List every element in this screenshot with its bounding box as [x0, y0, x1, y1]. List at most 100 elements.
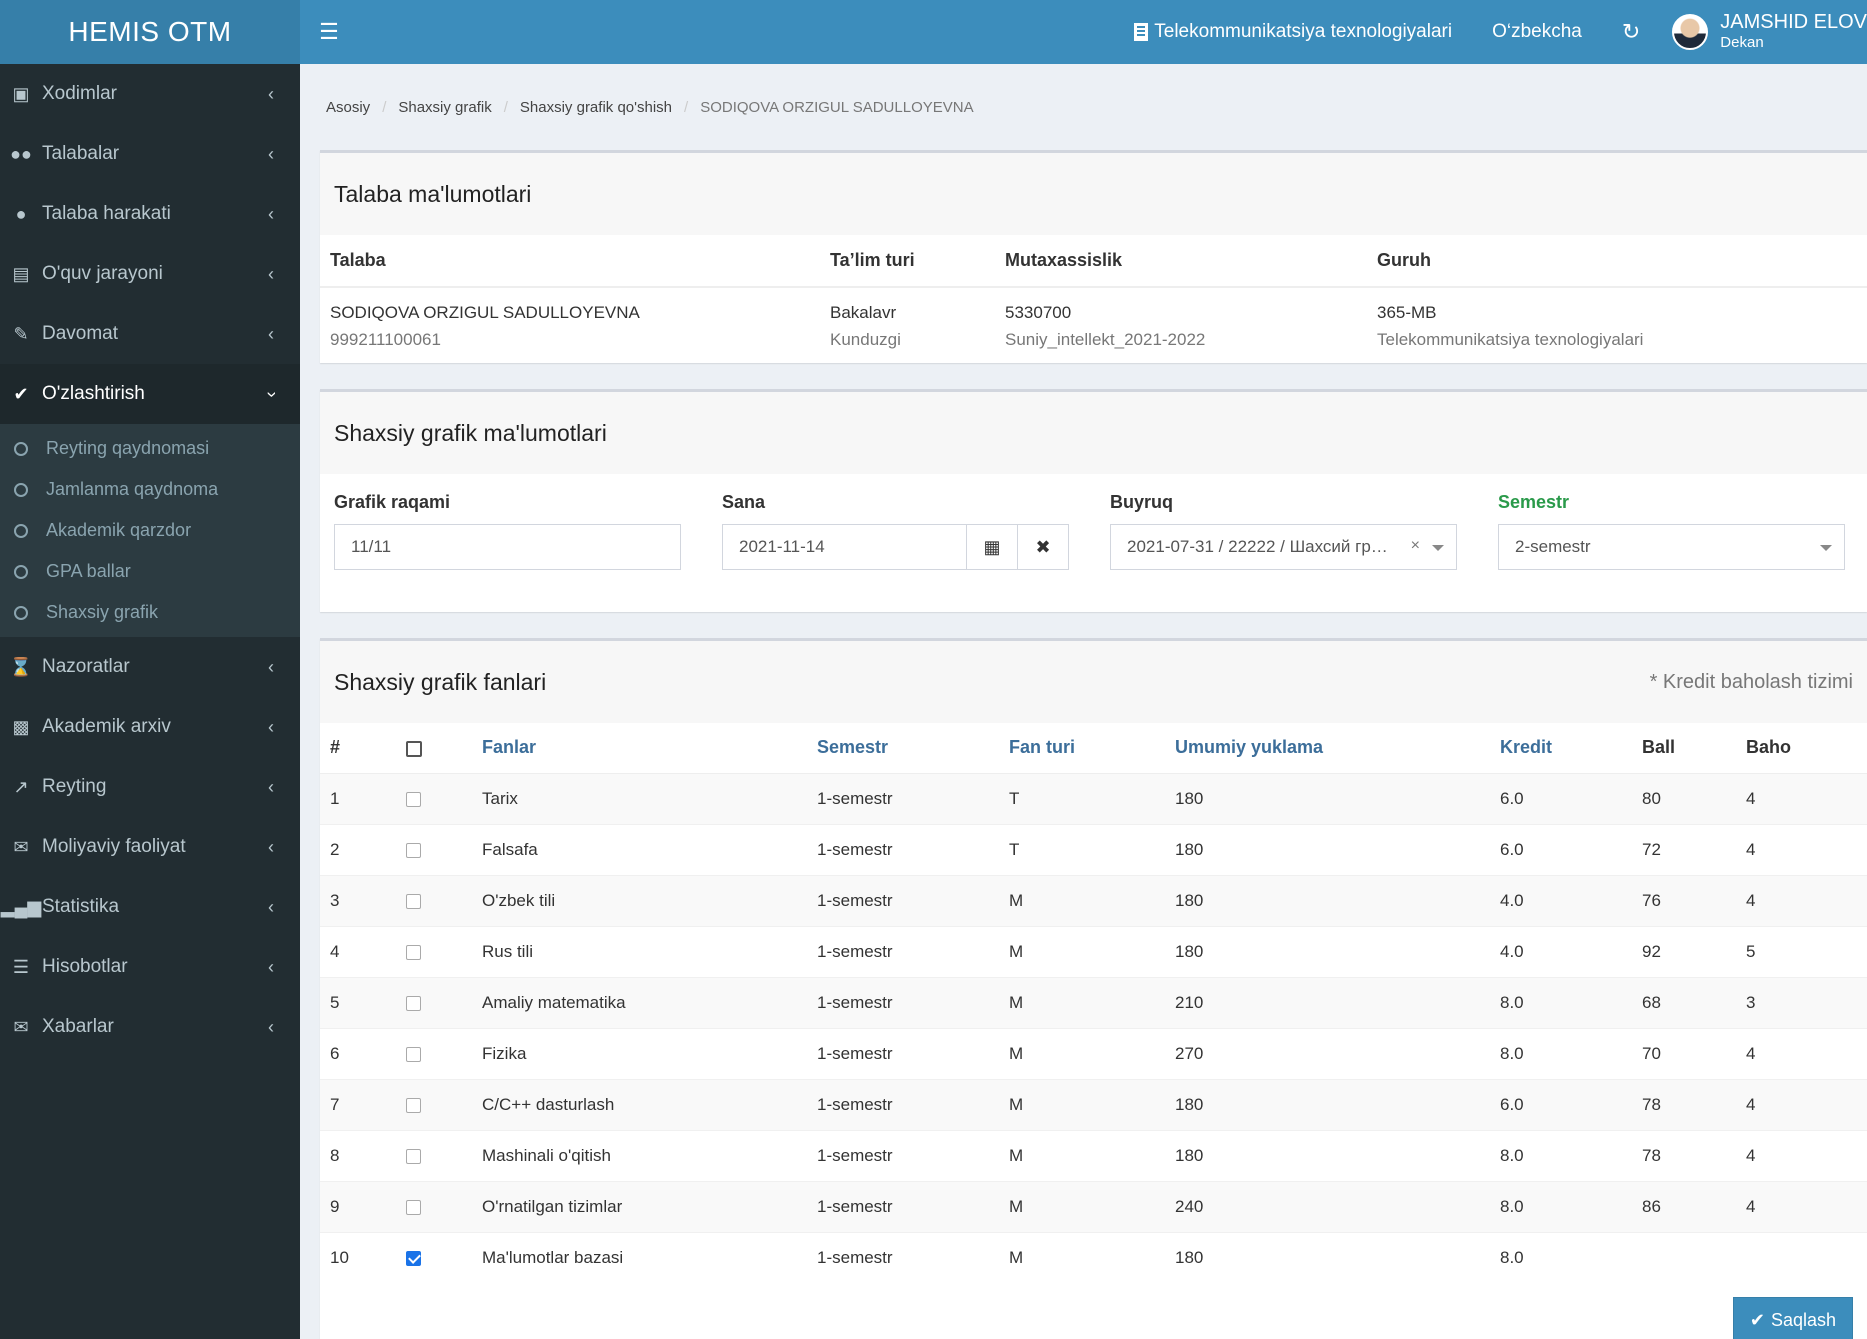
sidebar-item-talaba-harakati[interactable]: ● Talaba harakati ‹	[0, 184, 300, 244]
col-semestr[interactable]: Semestr	[807, 723, 999, 774]
row-checkbox[interactable]	[406, 1148, 421, 1164]
student-info-title: Talaba ma'lumotlari	[320, 153, 1867, 235]
row-checkbox[interactable]	[406, 791, 421, 807]
bar-chart-icon: ▂▄▆	[0, 896, 42, 917]
submenu-item-label: Reyting qaydnomasi	[46, 438, 210, 458]
submenu-item-gpa-ballar[interactable]: GPA ballar	[0, 551, 300, 592]
user-menu[interactable]: JAMSHID ELOV Dekan	[1660, 0, 1867, 64]
sidebar-item-akademik-arxiv[interactable]: ▩ Akademik arxiv ‹	[0, 697, 300, 757]
sidebar-item-davomat[interactable]: ✎ Davomat ‹	[0, 304, 300, 364]
sidebar-item-ozlashtirish[interactable]: ✔ O'zlashtirish ‹	[0, 364, 300, 424]
subject-credit: 6.0	[1490, 1078, 1632, 1130]
group-faculty: Telekommunikatsiya texnologiyalari	[1377, 329, 1644, 349]
subject-load: 180	[1165, 1129, 1490, 1181]
subject-credit: 6.0	[1490, 772, 1632, 824]
subject-ball: 78	[1632, 1129, 1736, 1181]
submenu-item-akademik-qarzdor[interactable]: Akademik qarzdor	[0, 510, 300, 551]
chevron-left-icon: ‹	[268, 836, 274, 857]
subject-ball: 70	[1632, 1027, 1736, 1079]
select-all-checkbox[interactable]	[406, 740, 422, 757]
submenu-item-shaxsiy-grafik[interactable]: Shaxsiy grafik	[0, 592, 300, 633]
row-checkbox[interactable]	[406, 995, 421, 1011]
submenu-item-jamlanma-qaydnoma[interactable]: Jamlanma qaydnoma	[0, 469, 300, 510]
sidebar-item-oquv-jarayoni[interactable]: ▤ O'quv jarayoni ‹	[0, 244, 300, 304]
col-fan-turi[interactable]: Fan turi	[999, 723, 1165, 774]
sidebar-item-hisobotlar[interactable]: ☰ Hisobotlar ‹	[0, 937, 300, 997]
breadcrumb-home[interactable]: Asosiy	[326, 98, 371, 116]
submenu-item-label: Akademik qarzdor	[46, 520, 192, 540]
breadcrumb: Asosiy / Shaxsiy grafik / Shaxsiy grafik…	[326, 98, 974, 116]
breadcrumb-shaxsiy-grafik[interactable]: Shaxsiy grafik	[398, 98, 492, 116]
check-icon: ✔	[1749, 1309, 1765, 1330]
grafik-number-input[interactable]: 11/11	[334, 524, 681, 570]
col-fanlar[interactable]: Fanlar	[472, 723, 807, 774]
sidebar-item-moliyaviy-faoliyat[interactable]: ✉ Moliyaviy faoliyat ‹	[0, 817, 300, 877]
semester-select[interactable]: 2-semestr	[1498, 524, 1845, 570]
refresh-icon[interactable]: ↻	[1621, 19, 1641, 44]
date-input[interactable]: 2021-11-14	[722, 524, 967, 570]
table-row: 5 Amaliy matematika 1-semestr M 210 8.0 68 3	[320, 976, 1867, 1028]
sidebar-item-talabalar[interactable]: ●● Talabalar ‹	[0, 124, 300, 184]
subject-credit: 4.0	[1490, 925, 1632, 977]
subject-baho: 4	[1736, 874, 1867, 926]
subject-semester: 1-semestr	[807, 1078, 999, 1130]
sidebar-item-label: Talaba harakati	[42, 203, 171, 224]
subject-type: M	[999, 925, 1165, 977]
row-checkbox[interactable]	[406, 944, 421, 960]
table-row: SODIQOVA ORZIGUL SADULLOYEVNA 99921110006…	[320, 287, 1867, 363]
breadcrumb-add[interactable]: Shaxsiy grafik qo'shish	[519, 98, 673, 116]
hourglass-icon: ⌛	[9, 656, 33, 677]
row-checkbox[interactable]	[406, 1097, 421, 1113]
col-kredit[interactable]: Kredit	[1490, 723, 1632, 774]
row-number: 7	[320, 1078, 396, 1130]
users-icon: ●●	[10, 143, 32, 164]
table-row: 10 Ma'lumotlar bazasi 1-semestr M 180 8.0	[320, 1231, 1867, 1283]
clear-date-icon[interactable]: ✖	[1018, 524, 1069, 570]
sidebar-item-xodimlar[interactable]: ▣ Xodimlar ‹	[0, 64, 300, 124]
subject-name: Fizika	[472, 1027, 807, 1079]
calendar-icon[interactable]: ▦	[967, 524, 1018, 570]
subject-baho: 3	[1736, 976, 1867, 1028]
building-icon	[1134, 23, 1149, 41]
sidebar-item-reyting[interactable]: ↗ Reyting ‹	[0, 757, 300, 817]
dropdown-caret-icon	[1820, 545, 1832, 551]
briefcase-icon: ▣	[12, 83, 30, 104]
date-label: Sana	[722, 492, 766, 512]
submenu-item-reyting-qaydnomasi[interactable]: Reyting qaydnomasi	[0, 428, 300, 469]
subject-load: 180	[1165, 1231, 1490, 1283]
student-id: 999211100061	[330, 329, 441, 349]
subject-load: 210	[1165, 976, 1490, 1028]
check-icon: ✔	[13, 383, 29, 404]
app-logo[interactable]: HEMIS OTM	[0, 0, 300, 64]
chevron-left-icon: ‹	[268, 263, 274, 284]
subject-name: O'rnatilgan tizimlar	[472, 1180, 807, 1232]
language-selector[interactable]: O‘zbekcha	[1472, 0, 1602, 64]
col-umumiy-yuklama[interactable]: Umumiy yuklama	[1165, 723, 1490, 774]
sidebar-item-nazoratlar[interactable]: ⌛ Nazoratlar ‹	[0, 637, 300, 697]
header-talim-turi: Ta’lim turi	[820, 235, 995, 288]
envelope-icon: ✉	[13, 1016, 29, 1037]
row-checkbox[interactable]	[406, 893, 421, 909]
order-select[interactable]: 2021-07-31 / 22222 / Шахсий гр… ×	[1110, 524, 1457, 570]
subject-name: Rus tili	[472, 925, 807, 977]
sidebar-item-label: Statistika	[42, 896, 120, 917]
subject-semester: 1-semestr	[807, 1231, 999, 1283]
row-checkbox[interactable]	[406, 1250, 421, 1266]
subject-load: 180	[1165, 772, 1490, 824]
clear-selection-icon[interactable]: ×	[1410, 537, 1420, 554]
user-icon: ●	[15, 203, 27, 224]
student-info-box: Talaba ma'lumotlari Talaba Ta’lim turi M…	[320, 150, 1867, 363]
sidebar-item-xabarlar[interactable]: ✉ Xabarlar ‹	[0, 997, 300, 1057]
menu-toggle-icon[interactable]: ☰	[319, 19, 339, 44]
row-checkbox[interactable]	[406, 1199, 421, 1215]
chevron-left-icon: ‹	[268, 83, 274, 104]
sidebar-item-statistika[interactable]: ▂▄▆ Statistika ‹	[0, 877, 300, 937]
subject-baho: 4	[1736, 823, 1867, 875]
row-checkbox[interactable]	[406, 842, 421, 858]
edit-icon: ✎	[13, 323, 29, 344]
subjects-table: # Fanlar Semestr Fan turi Umumiy yuklama…	[320, 723, 1867, 1283]
save-button[interactable]: ✔ Saqlash	[1732, 1297, 1853, 1339]
row-checkbox[interactable]	[406, 1046, 421, 1062]
table-row: 7 C/C++ dasturlash 1-semestr M 180 6.0 78 4	[320, 1078, 1867, 1130]
faculty-selector[interactable]: Telekommunikatsiya texnologiyalari	[1114, 0, 1472, 64]
